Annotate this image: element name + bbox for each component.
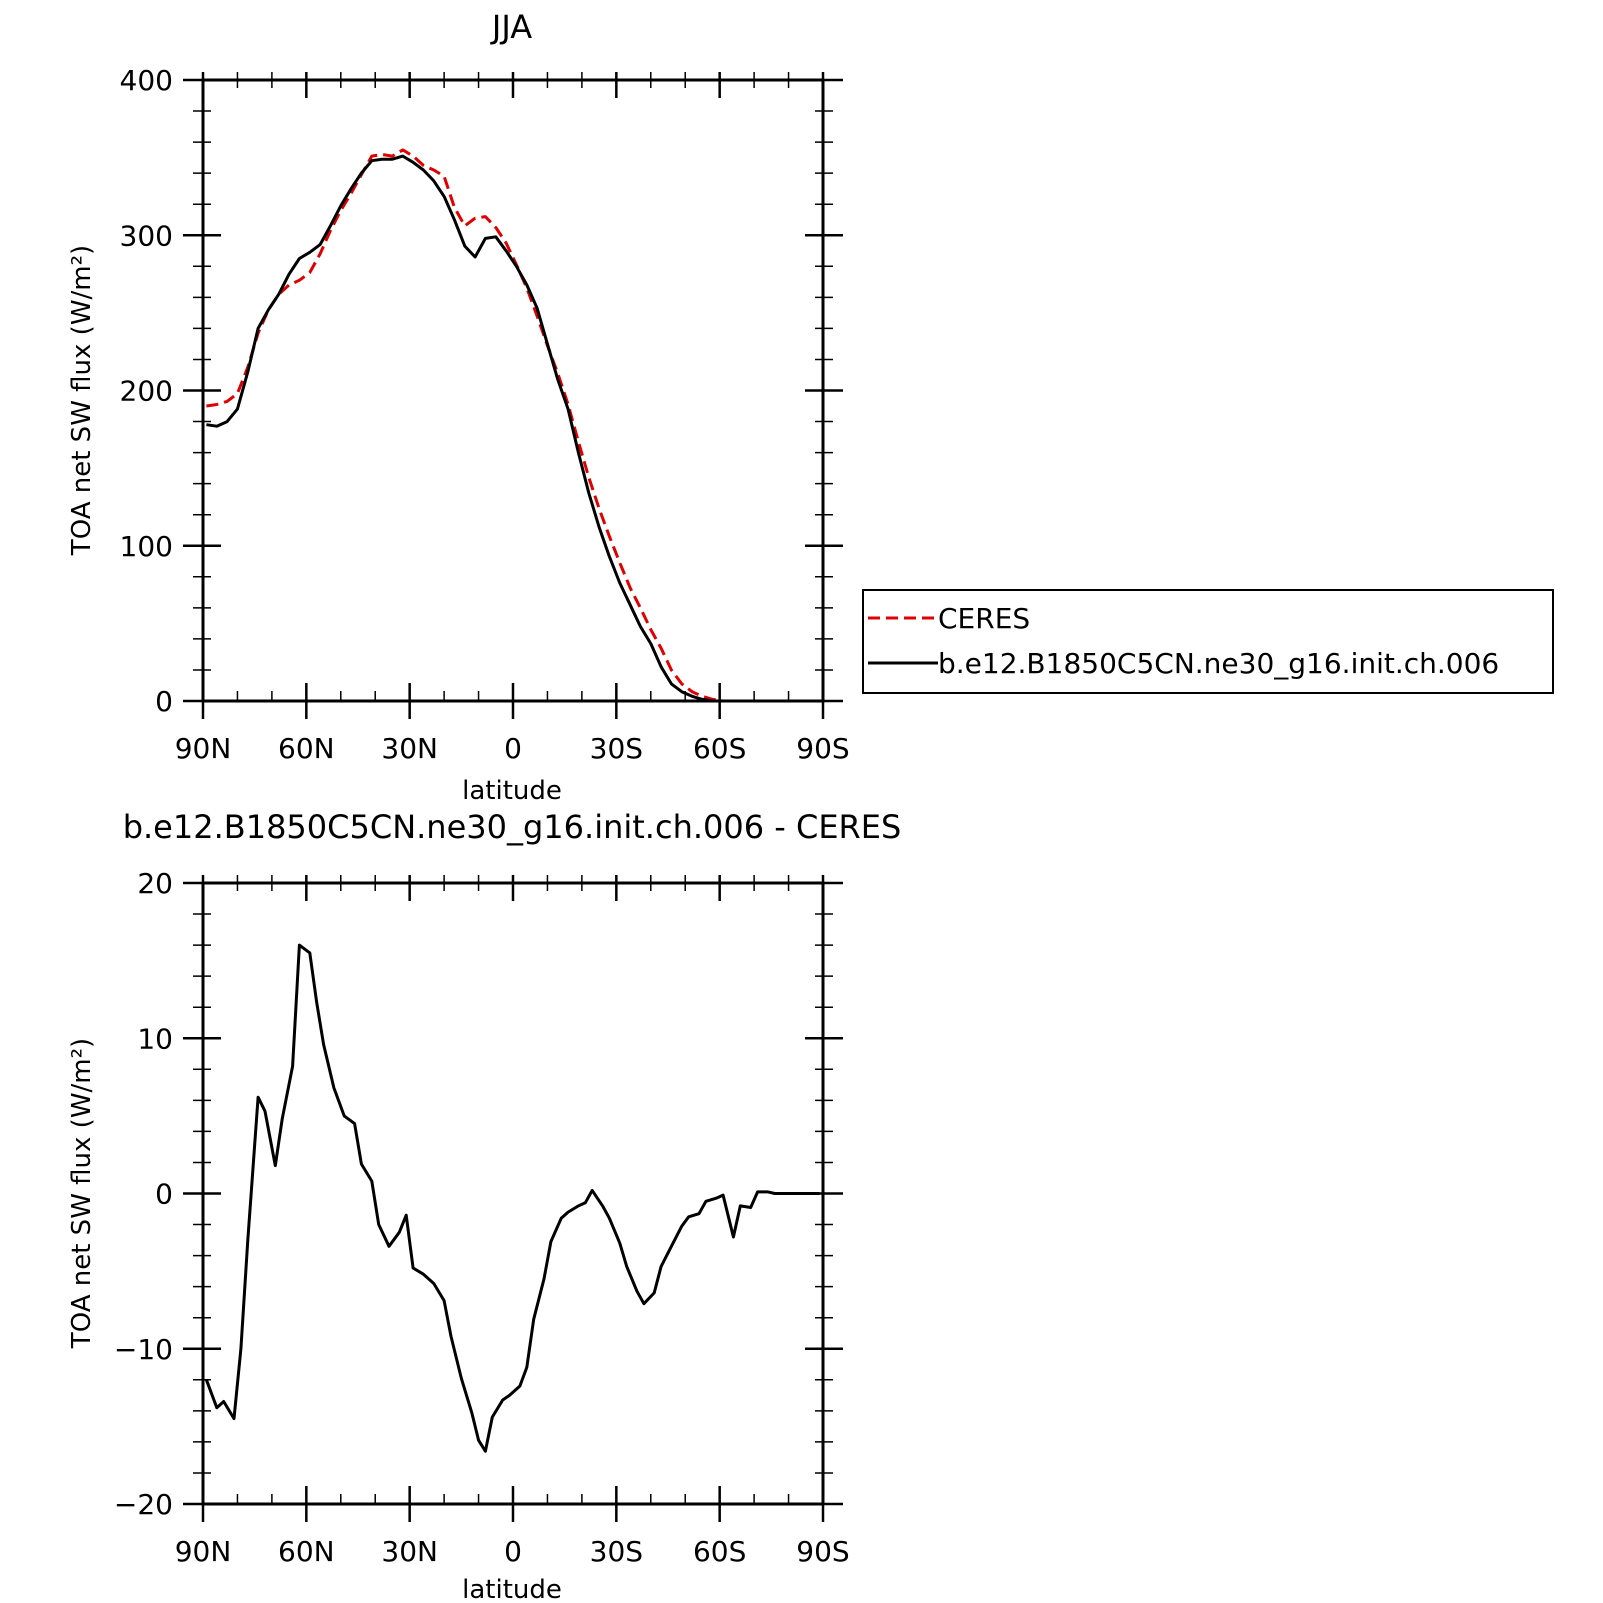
x-tick-label: 60N xyxy=(278,1535,335,1568)
x-axis-label: latitude xyxy=(462,776,562,806)
y-tick-label: 200 xyxy=(120,375,173,408)
x-tick-label: 30S xyxy=(590,732,643,765)
plot-frame xyxy=(201,881,825,1506)
series-group xyxy=(206,148,817,703)
x-tick-label: 0 xyxy=(504,1535,522,1568)
y-tick-labels: 0 100 200 300 400 xyxy=(120,64,173,718)
x-tick-label: 60N xyxy=(278,732,335,765)
y-tick-label: 10 xyxy=(137,1022,173,1055)
legend: CERES b.e12.B1850C5CN.ne30_g16.init.ch.0… xyxy=(862,589,1554,694)
x-tick-label: 90S xyxy=(796,732,849,765)
legend-label-model: b.e12.B1850C5CN.ne30_g16.init.ch.006 xyxy=(938,647,1499,680)
x-tick-label: 30N xyxy=(381,732,438,765)
y-tick-label: 20 xyxy=(137,867,173,900)
y-tick-label: −20 xyxy=(114,1488,173,1521)
x-tick-label: 0 xyxy=(504,732,522,765)
x-tick-labels: 90N 60N 30N 0 30S 60S 90S xyxy=(175,732,850,765)
chart-title: JJA xyxy=(490,8,532,46)
series-line-b-e12-b1850c5cn-ne30-g16-init-ch-006 xyxy=(206,154,817,703)
x-tick-label: 90S xyxy=(796,1535,849,1568)
y-tick-label: 300 xyxy=(120,219,173,252)
y-tick-label: 0 xyxy=(155,1178,173,1211)
x-tick-label: 60S xyxy=(693,1535,746,1568)
x-tick-label: 30N xyxy=(381,1535,438,1568)
x-axis-label: latitude xyxy=(462,1575,562,1603)
y-tick-labels: −20 −10 0 10 20 xyxy=(114,867,173,1521)
legend-frame xyxy=(862,589,1554,694)
x-tick-label: 30S xyxy=(590,1535,643,1568)
y-tick-label: 100 xyxy=(120,530,173,563)
y-axis-label: TOA net SW flux (W/m²) xyxy=(67,245,97,556)
x-tick-labels: 90N 60N 30N 0 30S 60S 90S xyxy=(175,1535,850,1568)
y-tick-label: 0 xyxy=(155,685,173,718)
tick-marks xyxy=(183,72,843,719)
tick-marks xyxy=(183,875,843,1522)
x-tick-label: 90N xyxy=(175,1535,232,1568)
chart-title: b.e12.B1850C5CN.ne30_g16.init.ch.006 - C… xyxy=(123,808,902,846)
series-line-ceres xyxy=(206,148,817,703)
legend-label-ceres: CERES xyxy=(938,602,1030,635)
y-axis-label: TOA net SW flux (W/m²) xyxy=(67,1038,97,1349)
x-tick-label: 60S xyxy=(693,732,746,765)
y-tick-label: 400 xyxy=(120,64,173,97)
plot-frame xyxy=(201,78,825,703)
x-tick-label: 90N xyxy=(175,732,232,765)
y-tick-label: −10 xyxy=(114,1333,173,1366)
difference-chart: b.e12.B1850C5CN.ne30_g16.init.ch.006 - C… xyxy=(67,808,901,1603)
flux-chart: JJA 0 100 200 300 400 90N 60N 30N 0 30S 60S 90S la… xyxy=(67,8,1554,806)
series-line-difference xyxy=(204,943,820,1453)
series-group xyxy=(204,943,820,1453)
